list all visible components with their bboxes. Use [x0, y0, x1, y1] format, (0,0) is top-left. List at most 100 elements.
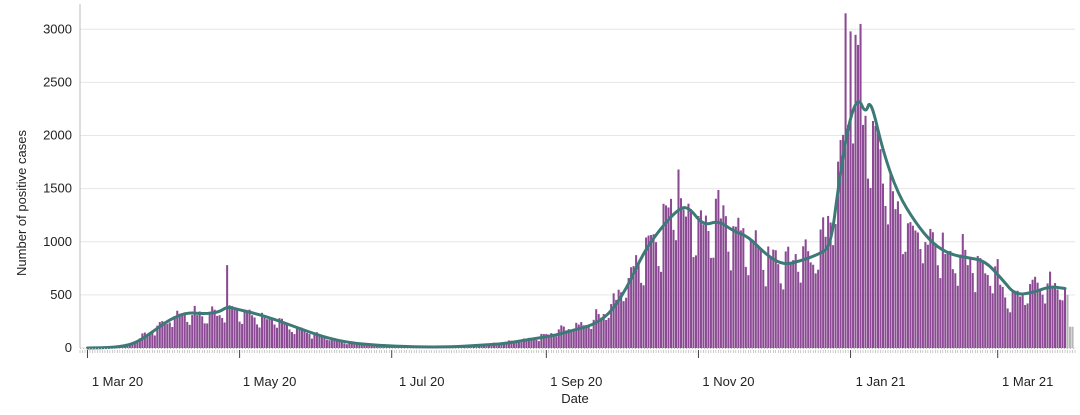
daily-case-bar	[622, 301, 625, 348]
daily-case-bar	[141, 333, 144, 348]
daily-case-bar	[794, 254, 797, 348]
x-tick-label: 1 Nov 20	[702, 374, 754, 389]
daily-case-bar	[1046, 283, 1049, 348]
daily-case-bar	[343, 343, 346, 348]
daily-case-bar	[637, 262, 640, 348]
daily-case-bar	[1024, 304, 1027, 348]
x-tick-label: 1 Jan 21	[856, 374, 906, 389]
daily-case-bar	[365, 343, 368, 348]
daily-case-bar	[797, 271, 800, 348]
daily-case-bar	[203, 323, 206, 348]
daily-case-bar	[535, 339, 538, 348]
daily-case-bar	[921, 263, 924, 348]
daily-case-bar	[929, 228, 932, 348]
daily-case-bar	[246, 310, 249, 348]
daily-case-bar	[590, 328, 593, 348]
daily-case-bar	[886, 224, 889, 348]
daily-case-bar	[979, 258, 982, 348]
daily-case-bar	[782, 289, 785, 348]
daily-case-bar	[827, 215, 830, 348]
y-tick-label: 2500	[43, 74, 72, 89]
daily-case-bar	[253, 317, 256, 348]
daily-case-bar	[191, 315, 194, 348]
daily-case-bar	[186, 321, 189, 348]
daily-case-bar	[285, 324, 289, 348]
daily-case-bar	[213, 309, 216, 348]
daily-case-bar	[697, 216, 700, 348]
daily-case-bar	[1004, 297, 1007, 348]
daily-case-bar	[919, 249, 922, 348]
daily-case-bar	[652, 234, 655, 348]
daily-case-bar	[809, 262, 812, 348]
daily-case-bar	[767, 246, 770, 348]
x-axis: 1 Mar 20 1 May 20 1 Jul 20 1 Sep 20 1 Nov 20…	[79, 348, 1076, 389]
daily-case-bar	[986, 274, 989, 348]
y-tick-label: 500	[50, 287, 72, 302]
grid-lines	[80, 28, 1075, 349]
daily-case-bar	[313, 332, 316, 348]
daily-case-bar	[1029, 284, 1032, 348]
daily-case-bar	[749, 239, 752, 348]
daily-case-bar	[734, 226, 737, 348]
daily-case-bar	[1064, 287, 1067, 348]
daily-case-bar	[288, 329, 291, 348]
daily-case-bar	[211, 306, 214, 348]
daily-case-bar	[188, 324, 191, 348]
daily-case-bar	[567, 329, 570, 348]
daily-case-bar	[181, 315, 184, 348]
daily-case-bar	[275, 327, 279, 348]
daily-case-bar	[1039, 289, 1042, 348]
x-axis-title: Date	[561, 391, 588, 406]
daily-case-bar	[832, 245, 835, 348]
daily-case-bar	[769, 256, 772, 348]
daily-case-bar	[600, 317, 603, 348]
daily-case-bar	[812, 264, 815, 348]
x-tick-label: 1 Jul 20	[399, 374, 445, 389]
daily-case-bar	[1031, 279, 1034, 348]
daily-case-bar	[672, 229, 675, 348]
daily-case-bar	[1056, 289, 1059, 348]
daily-case-bar	[687, 203, 690, 348]
daily-case-bar	[303, 329, 306, 348]
daily-case-bar	[824, 236, 827, 348]
daily-case-bar	[592, 319, 595, 348]
daily-case-bar	[814, 273, 817, 348]
daily-case-bars	[88, 13, 1074, 349]
daily-case-bar	[660, 271, 663, 348]
daily-case-bar	[804, 239, 807, 348]
daily-case-bar	[146, 334, 149, 348]
daily-case-bar	[774, 250, 777, 348]
daily-case-bar	[270, 319, 274, 348]
daily-case-bar	[605, 319, 608, 348]
daily-case-bar	[223, 322, 226, 348]
daily-case-bar	[719, 218, 722, 348]
daily-case-bar	[602, 314, 605, 348]
y-tick-label: 1500	[43, 181, 72, 196]
daily-case-bar	[829, 222, 832, 348]
daily-case-bar	[151, 332, 154, 348]
daily-case-bar	[799, 282, 802, 348]
daily-case-bar	[338, 339, 341, 348]
daily-case-bar	[1068, 326, 1072, 348]
daily-case-bar	[530, 338, 533, 348]
y-tick-label: 2000	[43, 128, 72, 143]
daily-case-bar	[699, 210, 702, 348]
daily-case-bar	[525, 338, 528, 348]
daily-case-bar	[325, 339, 328, 348]
daily-case-bar	[837, 161, 840, 348]
daily-case-bar	[261, 312, 264, 348]
daily-case-bar	[931, 232, 934, 348]
daily-case-bar	[241, 323, 244, 348]
daily-case-bar	[645, 237, 648, 348]
daily-case-bar	[136, 342, 139, 348]
daily-case-bar	[754, 230, 757, 348]
daily-case-bar	[714, 198, 717, 348]
daily-case-bar	[876, 132, 880, 348]
daily-case-bar	[597, 314, 600, 348]
y-axis: 0 500 1000 1500 2000 2500 3000	[43, 4, 81, 355]
daily-case-bar	[689, 209, 692, 348]
daily-case-bar	[542, 334, 545, 348]
daily-case-bar	[206, 323, 209, 348]
daily-case-bar	[722, 205, 725, 348]
daily-case-bar	[540, 333, 543, 348]
